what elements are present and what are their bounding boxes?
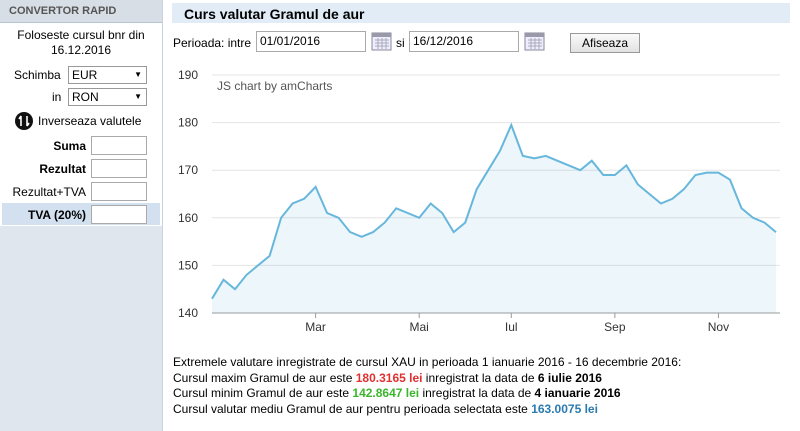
end-value: 16/12/2016 [413,34,474,48]
summary-line: Cursul maxim Gramul de aur este 180.3165… [173,371,681,387]
summary-part: Cursul minim Gramul de aur este [173,386,353,400]
page-title: Curs valutar Gramul de aur [184,6,365,22]
show-button[interactable]: Afiseaza [570,33,640,53]
summary-part: 4 ianuarie 2016 [534,386,621,400]
summary-part: inregistrat la data de [422,370,538,385]
summary-part: 6 iulie 2016 [537,370,602,385]
sidebar-footer [0,226,162,431]
x-tick-label: Nov [708,320,729,334]
button-label: Afiseaza [581,36,629,50]
to-value: RON [72,90,99,104]
rate-note: Foloseste cursul bnr din 16.12.2016 [17,28,145,57]
sidebar-header [0,0,162,23]
x-tick-label: Iul [505,320,518,334]
summary-part: Extremele valutare inregistrate de cursu… [173,355,682,369]
y-tick-label: 160 [178,211,198,225]
chart: JS chart by amCharts 140 150 160 170 180 190 M… [178,68,780,334]
swap-icon[interactable] [14,111,34,131]
summary: Extremele valutare inregistrate de cursu… [173,355,681,417]
field-input[interactable] [91,136,147,155]
y-tick-label: 150 [178,258,198,272]
summary-part: Cursul maxim Gramul de aur este [173,370,356,385]
start-date[interactable]: 01/01/2016 [256,31,366,52]
area [212,125,776,313]
from-value: EUR [72,68,98,82]
x-tick-label: Sep [604,320,626,334]
chart-credit: JS chart by amCharts [217,79,332,93]
to-label: in [52,90,62,104]
summary-part: Cursul valutar mediu Gramul de aur pentr… [173,401,532,416]
swap-label[interactable]: Inverseaza valutele [38,114,142,128]
from-label: Schimba [14,68,61,82]
summary-part: inregistrat la data de [419,386,535,400]
end-date[interactable]: 16/12/2016 [409,31,519,52]
from-select[interactable]: EUR ▼ [68,66,147,84]
calendar-icon[interactable] [371,30,393,52]
sidebar-title: CONVERTOR RAPID [9,5,117,17]
summary-line: Cursul minim Gramul de aur este 142.8647… [173,386,681,402]
y-tick-label: 190 [178,68,198,82]
y-tick-label: 140 [178,306,198,320]
summary-part: 180.3165 lei [355,370,423,385]
summary-line: Cursul valutar mediu Gramul de aur pentr… [173,402,681,418]
and-label: si [396,36,405,50]
x-tick-label: Mar [305,320,326,334]
field-label: Rezultat [39,162,86,176]
to-select[interactable]: RON ▼ [68,88,147,106]
y-tick-label: 170 [178,163,198,177]
field-input[interactable] [91,159,147,178]
field-label: Rezultat+TVA [12,185,86,199]
sidebar: CONVERTOR RAPID Foloseste cursul bnr din… [0,0,163,431]
summary-line: Extremele valutare inregistrate de cursu… [173,355,681,371]
summary-part: 163.0075 lei [531,401,598,416]
start-value: 01/01/2016 [260,34,321,48]
calendar-icon[interactable] [524,30,546,52]
period-label: Perioada: intre [173,36,252,50]
summary-part: 142.8647 lei [352,386,420,400]
field-label: Suma [53,139,86,153]
field-input[interactable] [91,182,147,201]
line [211,122,777,300]
field-label: TVA (20%) [27,208,86,222]
field-input[interactable] [91,205,147,224]
x-tick-label: Mai [410,320,429,334]
title-bar [172,3,790,23]
y-tick-label: 180 [178,116,198,130]
